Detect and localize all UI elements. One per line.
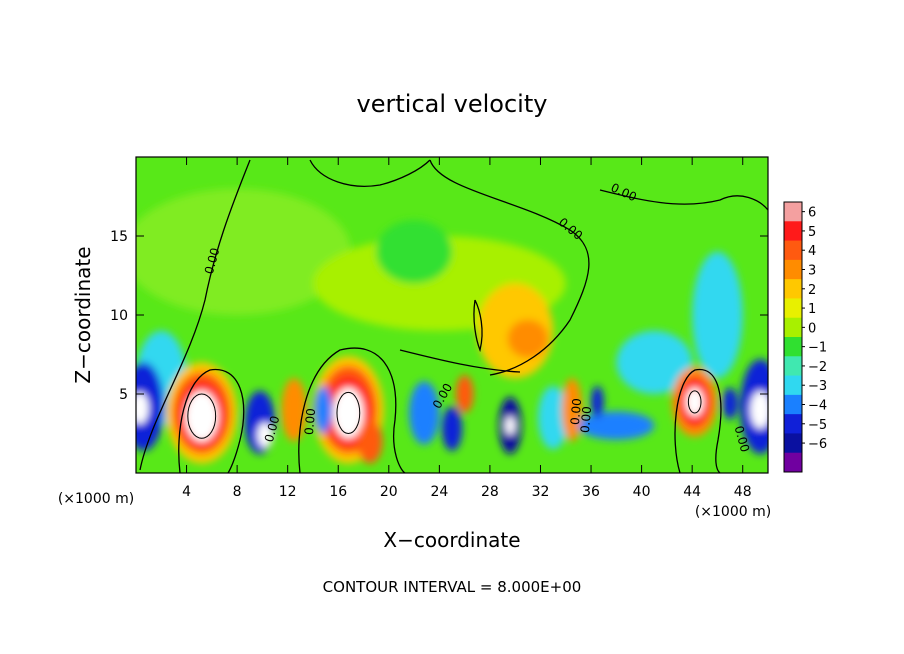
contour-line: [139, 159, 251, 471]
colorbar-tick-label: −5: [808, 418, 827, 433]
colorbar-tick-label: −6: [808, 437, 827, 452]
x-tick-label: 12: [279, 484, 297, 500]
field-region: [616, 330, 693, 394]
colorbar-swatch: [784, 279, 802, 299]
colorbar: [783, 201, 803, 473]
colorbar-swatch: [784, 240, 802, 261]
colorbar-labels: 6 5 4 3 2 1 0 −1 −2 −3 −4 −5 −6: [802, 206, 827, 452]
x-tick-label: 24: [430, 484, 448, 500]
colorbar-tick-label: −4: [808, 399, 827, 414]
colorbar-swatch: [784, 202, 802, 222]
field-region: [185, 390, 219, 442]
field-region: [578, 411, 655, 440]
contour-line: [178, 368, 245, 473]
field-region: [257, 422, 273, 448]
contour-label: 0.00: [262, 414, 282, 443]
colorbar-frame: [783, 201, 803, 473]
field-region: [505, 416, 516, 436]
colorbar-tick-label: 4: [808, 244, 816, 259]
x-unit-label-left: (×1000 m): [58, 491, 134, 507]
colorbar-swatch: [784, 375, 802, 396]
x-tick-label: 20: [380, 484, 398, 500]
contour-line: [399, 349, 521, 373]
y-axis-label: Z−coordinate: [71, 246, 95, 383]
colorbar-tick-label: 5: [808, 225, 816, 240]
field-region: [441, 406, 463, 451]
contour-line: [429, 159, 590, 376]
zero-contours: [139, 159, 768, 473]
colorbar-swatch: [784, 356, 802, 377]
field-region: [507, 319, 549, 358]
x-unit-label-right: (×1000 m): [695, 504, 771, 520]
velocity-field: [136, 188, 768, 464]
colorbar-tick-label: 2: [808, 283, 816, 298]
colorbar-tick-label: 3: [808, 264, 816, 279]
x-tick-label: 32: [532, 484, 550, 500]
field-region: [136, 188, 351, 315]
colorbar-tick-label: 6: [808, 206, 816, 221]
x-tick-label: 28: [481, 484, 499, 500]
chart-title: vertical velocity: [357, 90, 548, 118]
contour-line: [674, 368, 722, 473]
y-tick-label: 15: [110, 229, 128, 245]
field-region: [357, 419, 383, 464]
colorbar-swatch: [784, 433, 802, 454]
field-region: [455, 375, 474, 413]
field-region: [692, 251, 743, 379]
contour-label: 0.00: [732, 424, 752, 453]
x-tick-label: 8: [233, 484, 242, 500]
x-tick-label: 36: [582, 484, 600, 500]
contour-line: [599, 189, 768, 211]
field-region: [750, 390, 768, 429]
field-region: [136, 392, 149, 425]
colorbar-tick-label: 0: [808, 321, 816, 336]
x-tick-label: 4: [182, 484, 191, 500]
contour-line: [309, 159, 431, 187]
colorbar-tick-label: 1: [808, 302, 816, 317]
colorbar-tick-label: −3: [808, 379, 827, 394]
contour-line: [187, 393, 217, 439]
field-region: [561, 378, 583, 442]
field-region: [591, 386, 604, 418]
contour-label: 0.00: [578, 406, 594, 434]
colorbar-swatch: [784, 394, 802, 415]
y-axis-ticks: 5 10 15: [110, 229, 768, 403]
x-tick-label: 48: [734, 484, 752, 500]
contour-line: [336, 391, 361, 434]
field-region: [136, 362, 164, 451]
colorbar-swatch: [784, 337, 802, 357]
x-tick-label: 16: [329, 484, 347, 500]
field-region: [722, 387, 738, 420]
colorbar-tick-label: −1: [808, 341, 827, 356]
contour-line: [298, 347, 406, 473]
colorbar-swatch: [784, 298, 802, 319]
colorbar-swatch: [784, 414, 802, 434]
y-tick-label: 10: [110, 308, 128, 324]
field-region: [314, 386, 332, 434]
colorbar-tick-label: −2: [808, 360, 827, 375]
contour-label: 0.00: [302, 408, 318, 436]
colorbar-swatch: [784, 221, 802, 242]
colorbar-swatch: [784, 317, 802, 338]
colorbar-swatch: [784, 452, 802, 473]
x-axis-ticks: 4 8 12 16 20 24 28 32 36 40 44 48: [182, 157, 752, 500]
x-tick-label: 40: [633, 484, 651, 500]
field-region: [376, 220, 452, 284]
colorbar-swatch: [784, 259, 802, 280]
field-region: [537, 386, 569, 450]
x-axis-label: X−coordinate: [383, 528, 520, 552]
contour-line: [687, 390, 702, 414]
contour-label: 0.00: [202, 246, 222, 275]
plot-area: [136, 157, 768, 473]
y-tick-label: 5: [119, 387, 128, 403]
field-region: [333, 387, 364, 439]
contour-label: 0.00: [568, 398, 584, 426]
field-region: [409, 381, 440, 445]
contour-line: [473, 299, 483, 353]
contour-interval-note: CONTOUR INTERVAL = 8.000E+00: [323, 578, 582, 596]
x-tick-label: 44: [683, 484, 701, 500]
